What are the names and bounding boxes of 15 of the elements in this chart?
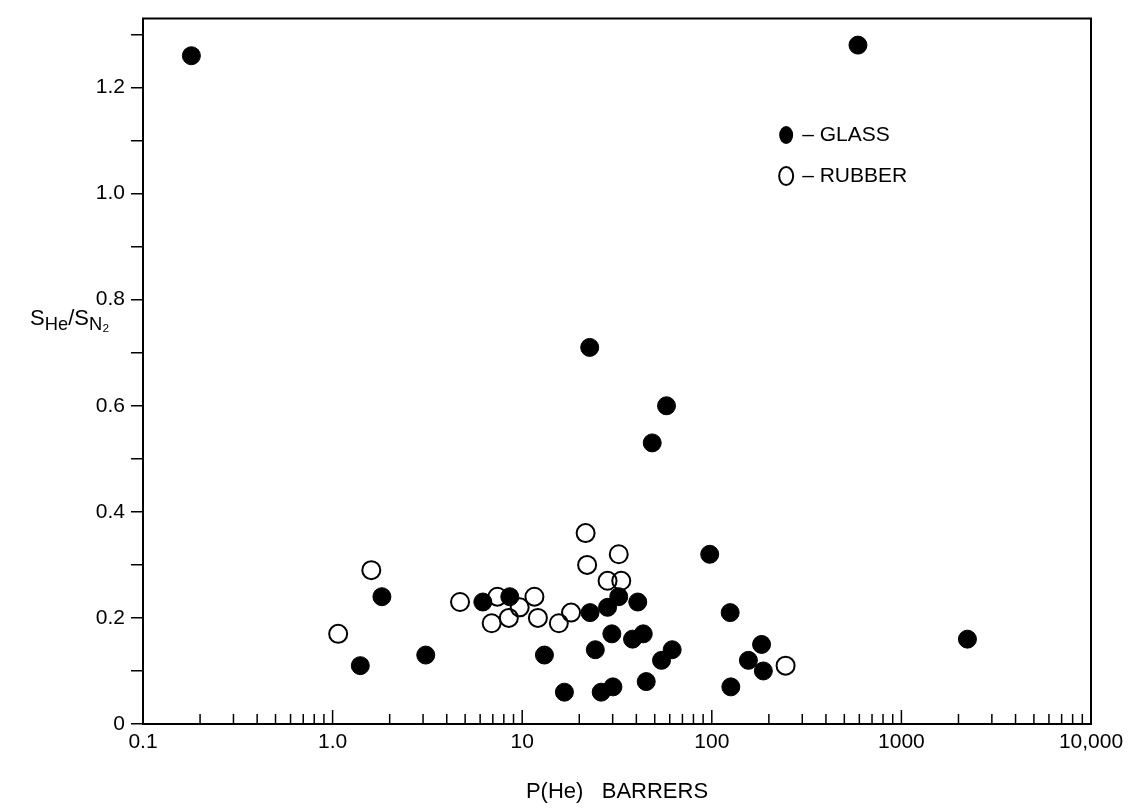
legend-label: – GLASS [802,121,890,145]
y-tick-label: 0 [113,710,125,734]
y-tick-label: 0.2 [95,604,125,628]
y-tick-label: 1.2 [95,74,125,98]
x-tick-label: 1.0 [318,729,348,753]
legend-label: – RUBBER [802,162,908,186]
x-tick-label: 10,000 [1058,729,1124,753]
y-tick-label: 0.4 [95,498,126,522]
x-tick-label: 0.1 [128,729,158,753]
x-tick-label: 1000 [878,729,925,753]
y-tick-label: 1.0 [95,180,125,204]
x-tick-label: 100 [694,729,730,753]
x-axis-title: P(He) BARRERS [525,777,709,803]
y-tick-label: 0.6 [95,392,125,416]
x-tick-label: 10 [510,729,534,753]
